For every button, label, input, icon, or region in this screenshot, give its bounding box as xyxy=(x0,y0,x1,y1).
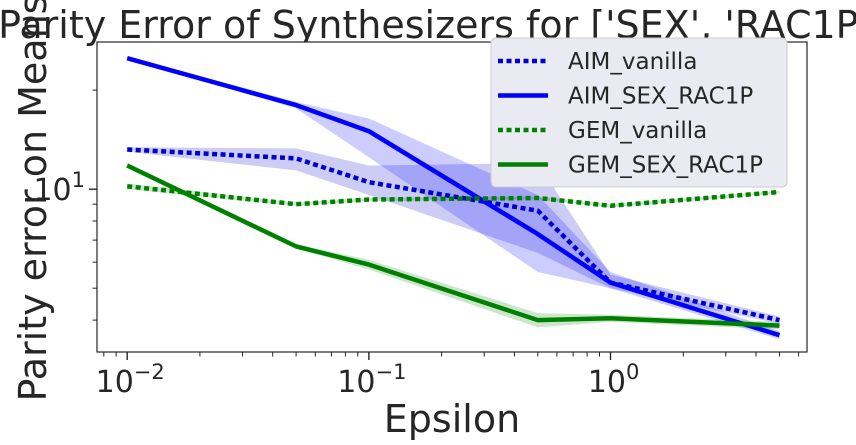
axis-ticks xyxy=(89,89,800,360)
x-tick-label: 100 xyxy=(588,360,640,400)
legend-box xyxy=(490,37,788,188)
x-tick-label: 10−2 xyxy=(96,360,165,400)
band-gem-sex-rac1p xyxy=(127,163,780,330)
legend-label-gem-sex-rac1p: GEM_SEX_RAC1P xyxy=(568,153,763,179)
series-line-aim-vanilla xyxy=(127,147,780,323)
band-aim-vanilla xyxy=(127,147,780,324)
y-tick-label: 101 xyxy=(33,168,85,208)
legend-label-aim-sex-rac1p: AIM_SEX_RAC1P xyxy=(568,84,753,110)
x-axis-label: Epsilon xyxy=(384,397,520,441)
y-axis-label: Parity error on Means xyxy=(11,0,55,401)
legend-label-gem-vanilla: GEM_vanilla xyxy=(568,118,707,144)
x-tick-label: 10−1 xyxy=(337,360,406,400)
legend-label-aim-vanilla: AIM_vanilla xyxy=(568,49,697,75)
legend: AIM_vanilla AIM_SEX_RAC1P GEM_vanilla GEM_S… xyxy=(490,37,788,188)
series-line-gem-sex-rac1p xyxy=(126,163,780,328)
series-line-gem-vanilla xyxy=(126,184,780,209)
axis-tick-labels: 10−2 10−1 100 101 xyxy=(33,168,639,400)
series-lines xyxy=(126,56,781,338)
series-line-aim-sex-rac1p xyxy=(126,56,781,338)
